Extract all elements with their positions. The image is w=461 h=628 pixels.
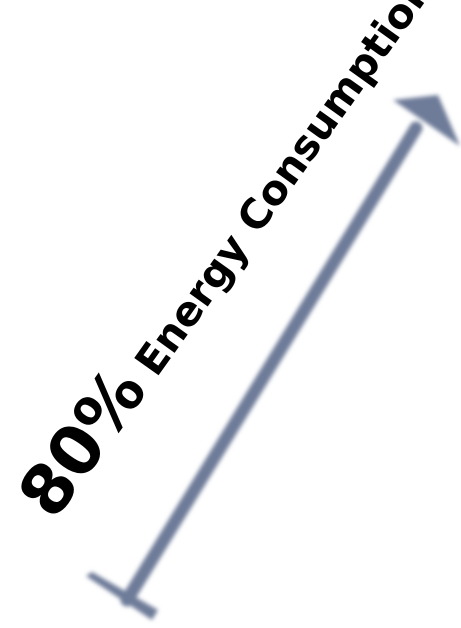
- arrow-shaft: [120, 121, 423, 607]
- percent-value: 80%: [4, 353, 163, 531]
- svg-text:80% Energy Consumption: 80% Energy Consumption: [4, 0, 449, 532]
- energy-label: 80% Energy Consumption: [4, 0, 449, 532]
- diagonal-up-arrow-icon: [86, 95, 460, 620]
- arrow-head: [393, 95, 460, 146]
- arrow-base: [86, 572, 158, 620]
- energy-consumption-text: Energy Consumption: [125, 0, 443, 384]
